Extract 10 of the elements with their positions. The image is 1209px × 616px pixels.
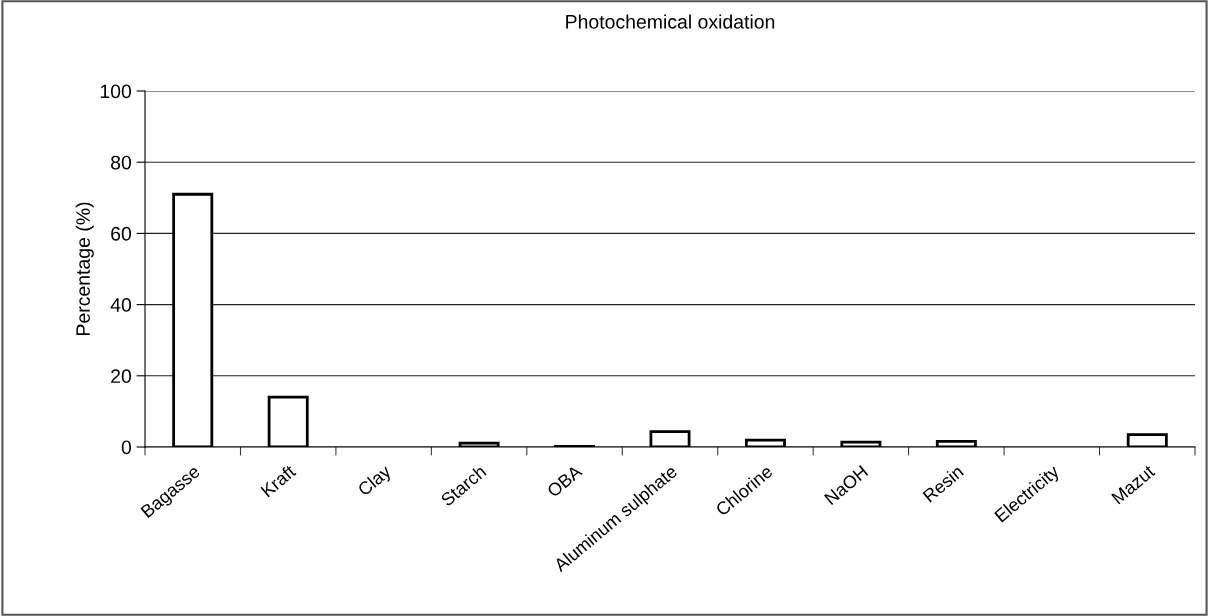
y-tick-label: 100	[100, 84, 132, 99]
y-tick-label: 40	[110, 298, 132, 312]
y-tick-label: 60	[111, 226, 132, 241]
chart-title: Photochemical oxidation	[566, 14, 775, 29]
y-tick-label: 20	[111, 369, 132, 384]
y-tick-label: 0	[121, 440, 132, 455]
y-tick-label: 80	[111, 155, 132, 170]
y-axis-title: Percentage (%)	[75, 202, 94, 335]
x-tick-label: OBA	[546, 464, 584, 498]
x-tick-label: Clay	[356, 463, 395, 500]
